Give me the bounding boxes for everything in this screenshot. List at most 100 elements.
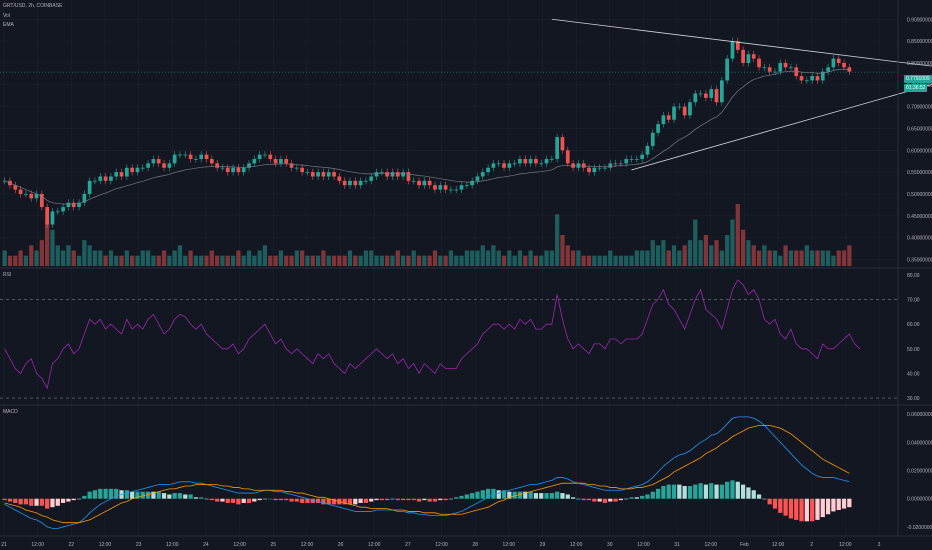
volume-bar bbox=[496, 250, 501, 266]
volume-bar bbox=[363, 250, 369, 266]
macd-histogram-bar bbox=[698, 483, 703, 499]
volume-bar bbox=[581, 255, 586, 266]
volume-bar bbox=[76, 255, 82, 266]
candle-body bbox=[199, 154, 204, 160]
macd-histogram-bar bbox=[411, 498, 416, 501]
candle-body bbox=[124, 167, 129, 177]
macd-histogram-bar bbox=[613, 498, 618, 502]
macd-histogram-bar bbox=[804, 498, 809, 522]
volume-bar bbox=[230, 255, 236, 266]
volume-bar bbox=[555, 214, 560, 266]
time-tick-label: Feb bbox=[740, 542, 749, 548]
volume-bar bbox=[98, 250, 103, 266]
macd-histogram-bar bbox=[395, 498, 400, 501]
volume-bar bbox=[71, 250, 76, 266]
macd-histogram-bar bbox=[151, 491, 156, 499]
candle-body bbox=[39, 193, 44, 208]
macd-histogram-bar bbox=[220, 498, 225, 502]
candle-body bbox=[666, 115, 671, 120]
volume-legend-label[interactable]: Vol bbox=[3, 13, 10, 19]
volume-bar bbox=[491, 245, 496, 266]
candle-body bbox=[804, 80, 809, 82]
candle-body bbox=[66, 202, 71, 208]
macd-histogram-bar bbox=[13, 498, 18, 503]
macd-histogram-bar bbox=[390, 498, 395, 500]
candle-body bbox=[321, 172, 326, 177]
macd-histogram-bar bbox=[45, 498, 50, 509]
macd-histogram-bar bbox=[714, 484, 719, 499]
candle-body bbox=[592, 167, 597, 173]
volume-bar bbox=[751, 245, 756, 266]
candle-body bbox=[427, 180, 432, 186]
volume-bar bbox=[772, 250, 778, 266]
macd-histogram-bar bbox=[379, 498, 384, 501]
volume-bar bbox=[815, 250, 820, 266]
volume-bar bbox=[7, 255, 13, 266]
candle-body bbox=[300, 167, 305, 173]
macd-histogram-bar bbox=[751, 490, 756, 499]
volume-bar bbox=[273, 255, 278, 266]
macd-histogram-bar bbox=[315, 498, 321, 503]
rsi-line bbox=[4, 279, 861, 390]
macd-histogram-bar bbox=[634, 497, 639, 499]
candle-body bbox=[114, 172, 119, 177]
candle-body bbox=[82, 193, 87, 203]
macd-histogram-bar bbox=[209, 498, 214, 501]
macd-histogram-bar bbox=[470, 493, 475, 499]
volume-bar bbox=[29, 245, 34, 266]
candle-body bbox=[140, 167, 145, 169]
volume-bar bbox=[825, 250, 831, 266]
candle-body bbox=[539, 163, 544, 165]
macd-histogram-bar bbox=[416, 498, 422, 502]
macd-histogram-bar bbox=[60, 498, 66, 503]
macd-histogram-bar bbox=[363, 498, 369, 503]
candle-body bbox=[241, 167, 246, 173]
volume-bar bbox=[740, 229, 746, 266]
candle-body bbox=[443, 185, 448, 190]
volume-bar bbox=[650, 240, 655, 266]
macd-histogram-bar bbox=[167, 494, 172, 499]
macd-histogram-bar bbox=[369, 498, 374, 502]
macd-histogram-bar bbox=[87, 491, 92, 499]
volume-bar bbox=[687, 240, 693, 266]
macd-histogram-bar bbox=[353, 498, 358, 505]
candle-body bbox=[225, 167, 230, 173]
macd-histogram-bar bbox=[655, 488, 661, 499]
volume-bar bbox=[45, 219, 50, 266]
volume-bar bbox=[464, 250, 469, 266]
volume-bar bbox=[709, 245, 714, 266]
macd-histogram-bar bbox=[18, 498, 23, 505]
volume-bar bbox=[624, 255, 629, 266]
candle-body bbox=[337, 176, 342, 181]
volume-bar bbox=[640, 250, 645, 266]
macd-histogram-bar bbox=[507, 491, 512, 499]
volume-bar bbox=[13, 255, 18, 266]
candle-body bbox=[725, 58, 730, 81]
candle-body bbox=[29, 193, 34, 199]
macd-histogram-bar bbox=[448, 498, 454, 500]
symbol-label[interactable]: GRT/USD, 2h, COINBASE bbox=[3, 3, 63, 9]
volume-bar bbox=[762, 245, 767, 266]
macd-legend-label[interactable]: MACD bbox=[3, 409, 18, 415]
macd-histogram-bar bbox=[528, 491, 533, 499]
ema-legend-label[interactable]: EMA bbox=[3, 22, 14, 28]
candle-body bbox=[757, 58, 761, 68]
macd-histogram-bar bbox=[454, 497, 459, 499]
candle-body bbox=[316, 172, 320, 177]
macd-histogram-bar bbox=[230, 498, 236, 503]
candle-body bbox=[842, 62, 846, 68]
macd-histogram-bar bbox=[581, 498, 586, 501]
candle-body bbox=[45, 207, 50, 225]
macd-histogram-bar bbox=[517, 491, 523, 499]
volume-bar bbox=[517, 250, 523, 266]
upper-trendline bbox=[551, 18, 932, 67]
candle-body bbox=[422, 180, 427, 186]
volume-bar bbox=[114, 255, 119, 266]
candle-body bbox=[571, 163, 575, 168]
macd-histogram-bar bbox=[501, 490, 507, 499]
candle-body bbox=[151, 159, 156, 164]
macd-histogram-bar bbox=[677, 484, 682, 499]
macd-pane bbox=[2, 416, 852, 529]
rsi-legend-label[interactable]: RSI bbox=[3, 272, 12, 278]
volume-bar bbox=[268, 255, 273, 266]
